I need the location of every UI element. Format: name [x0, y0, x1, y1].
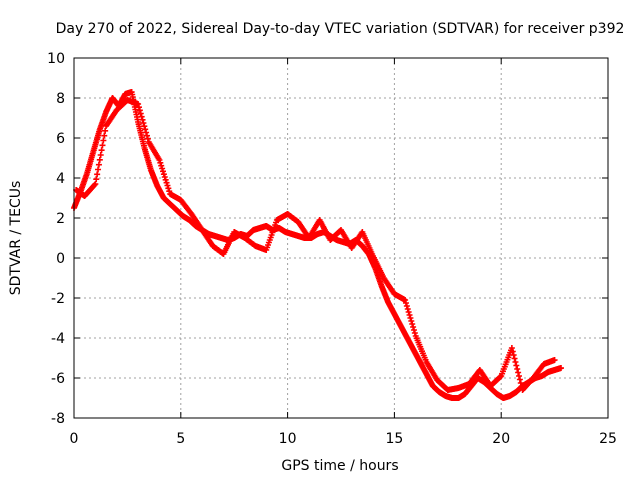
y-tick-label: 10 — [47, 51, 65, 67]
y-tick-label: -4 — [51, 331, 65, 347]
data-point — [403, 303, 410, 309]
data-point — [515, 369, 522, 376]
data-point — [163, 179, 170, 186]
data-point — [558, 365, 565, 371]
data-point — [144, 135, 151, 142]
data-point — [97, 152, 104, 158]
data-point — [160, 171, 167, 178]
y-tick-label: -6 — [51, 371, 65, 387]
data-point — [516, 373, 522, 379]
y-tick-label: 4 — [56, 171, 65, 187]
data-point — [517, 380, 524, 386]
y-tick-label: 0 — [56, 251, 65, 267]
data-point — [408, 318, 415, 324]
data-point — [142, 126, 149, 133]
x-tick-label: 15 — [385, 431, 403, 447]
ticks: 0 5 10 15 20 25 -8 -6 -4 -2 0 2 4 6 8 10 — [47, 51, 617, 447]
data-point — [94, 171, 101, 178]
x-axis-label: GPS time / hours — [281, 458, 398, 474]
data-point — [512, 359, 519, 365]
data-point — [166, 188, 173, 195]
data-point — [95, 161, 102, 168]
data-point — [508, 345, 515, 351]
data-point — [406, 312, 413, 318]
data-point — [139, 116, 146, 123]
data-point — [164, 182, 171, 189]
data-point — [497, 373, 504, 380]
y-axis-label: SDTVAR / TECUs — [8, 181, 24, 296]
data-point — [135, 101, 142, 107]
data-point — [407, 315, 414, 321]
data-point — [141, 123, 148, 130]
data-point — [158, 162, 165, 169]
data-point — [93, 176, 100, 183]
data-point — [92, 181, 99, 187]
data-point — [165, 185, 172, 192]
data-point — [157, 159, 164, 166]
chart-title: Day 270 of 2022, Sidereal Day-to-day VTE… — [56, 21, 625, 37]
data-point — [91, 182, 98, 188]
data-point — [511, 355, 518, 362]
data-point — [100, 137, 107, 144]
x-tick-label: 5 — [176, 431, 185, 447]
data-point — [402, 300, 409, 306]
data-point — [159, 165, 166, 172]
x-tick-label: 25 — [599, 431, 617, 447]
data-point — [409, 321, 416, 327]
y-tick-label: 2 — [56, 211, 65, 227]
data-point — [143, 129, 150, 136]
data-point — [161, 174, 168, 180]
data-point — [510, 352, 517, 358]
data-point — [410, 324, 417, 330]
data-point — [138, 113, 145, 120]
data-point — [98, 147, 105, 154]
data-point — [102, 127, 109, 134]
data-point — [101, 132, 108, 139]
data-point — [410, 327, 417, 333]
data-point — [95, 166, 102, 173]
y-tick-label: 6 — [56, 131, 65, 147]
data-points — [71, 89, 565, 401]
data-point — [405, 309, 412, 315]
y-tick-label: 8 — [56, 91, 65, 107]
data-point — [143, 132, 150, 139]
x-tick-label: 10 — [279, 431, 297, 447]
data-point — [135, 104, 142, 111]
data-point — [402, 297, 409, 303]
data-point — [137, 110, 144, 117]
data-point — [509, 348, 516, 355]
data-point — [99, 142, 106, 149]
y-tick-label: -2 — [51, 291, 65, 307]
data-point — [162, 176, 169, 183]
data-point — [160, 168, 166, 175]
plot-frame — [73, 57, 609, 419]
data-point — [551, 357, 558, 363]
data-point — [516, 376, 523, 383]
data-point — [411, 330, 418, 336]
grid — [74, 58, 608, 418]
data-point — [136, 107, 143, 114]
data-point — [513, 362, 520, 369]
x-tick-label: 20 — [492, 431, 510, 447]
data-point — [96, 156, 103, 163]
data-point — [140, 120, 147, 126]
y-tick-label: -8 — [51, 411, 65, 427]
x-tick-label: 0 — [70, 431, 79, 447]
data-point — [404, 306, 411, 312]
data-point — [156, 157, 163, 163]
data-point — [514, 366, 521, 372]
